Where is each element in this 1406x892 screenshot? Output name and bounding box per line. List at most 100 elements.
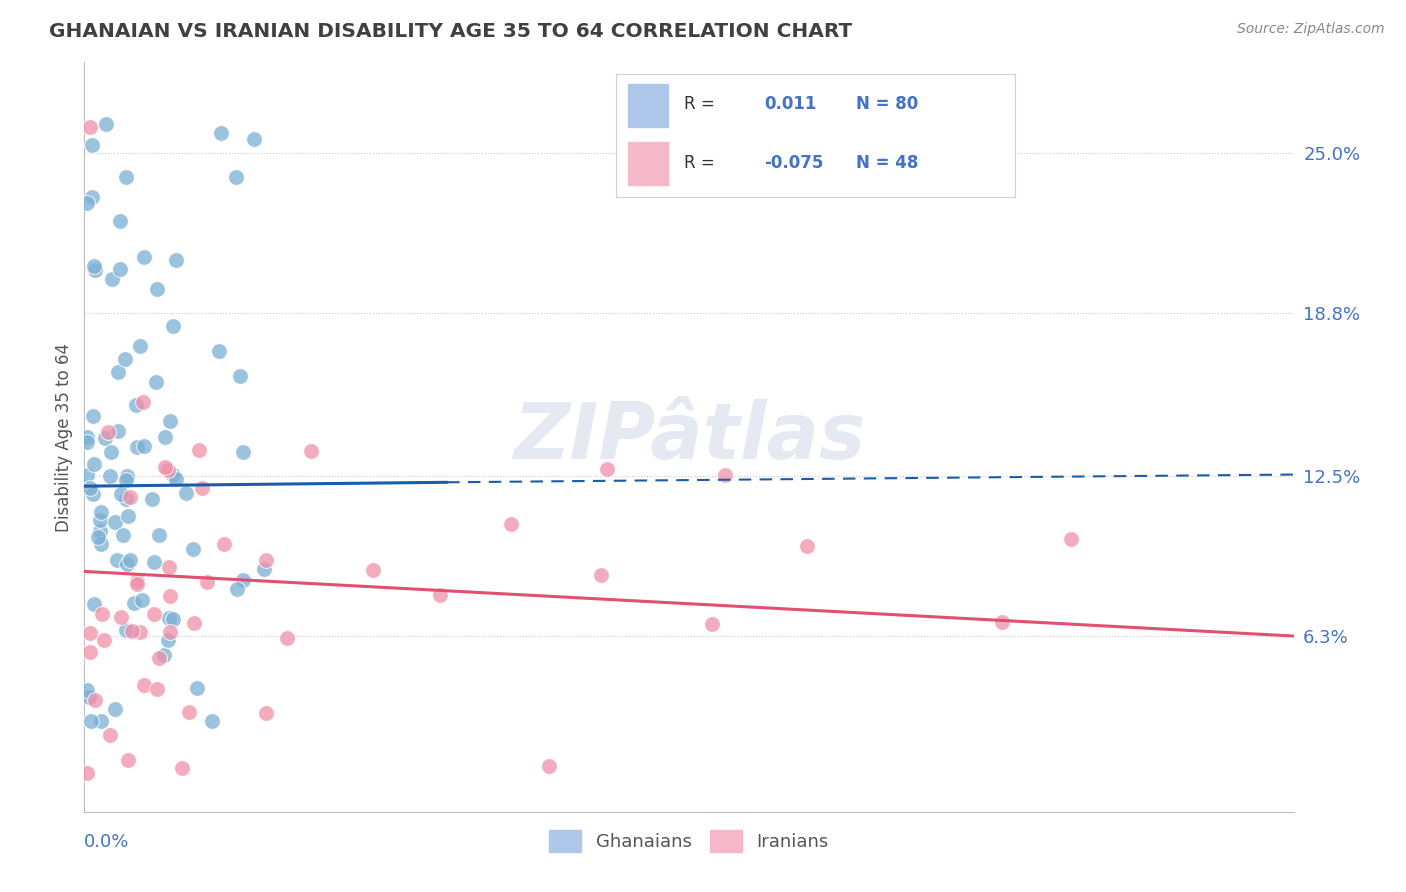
Point — [112, 527, 135, 541]
Point — [162, 467, 184, 482]
Point — [77, 690, 100, 704]
Point — [537, 759, 560, 773]
Point — [156, 462, 179, 476]
Legend: Ghanaians, Iranians: Ghanaians, Iranians — [541, 822, 837, 859]
Point — [110, 486, 132, 500]
Point — [129, 339, 152, 353]
Point — [108, 261, 131, 276]
Point — [125, 574, 148, 588]
Point — [107, 365, 129, 379]
Point — [229, 369, 252, 384]
Point — [145, 375, 167, 389]
Point — [131, 593, 153, 607]
Point — [991, 615, 1014, 630]
Point — [82, 487, 104, 501]
Point — [165, 252, 187, 267]
Point — [232, 445, 254, 459]
Point — [232, 574, 254, 588]
Point — [142, 607, 165, 621]
Point — [200, 714, 222, 729]
Point — [100, 444, 122, 458]
Point — [90, 537, 112, 551]
Point — [91, 607, 114, 621]
Point — [700, 617, 723, 632]
Point — [152, 648, 174, 662]
Point — [162, 612, 184, 626]
Point — [110, 610, 132, 624]
Point — [94, 431, 117, 445]
Point — [79, 120, 101, 134]
Point — [115, 557, 138, 571]
Point — [148, 528, 170, 542]
Point — [117, 752, 139, 766]
Point — [183, 615, 205, 630]
Point — [114, 351, 136, 366]
Point — [115, 623, 138, 637]
Point — [104, 515, 127, 529]
Point — [134, 439, 156, 453]
Point — [107, 425, 129, 439]
Point — [76, 682, 98, 697]
Point — [93, 632, 115, 647]
Point — [153, 459, 176, 474]
Point — [714, 467, 737, 482]
Point — [82, 409, 104, 423]
Point — [101, 271, 124, 285]
Point — [80, 190, 103, 204]
Point — [80, 714, 103, 729]
Point — [114, 169, 136, 184]
Point — [148, 651, 170, 665]
Text: 0.0%: 0.0% — [84, 833, 129, 851]
Point — [76, 435, 98, 450]
Point — [796, 539, 818, 553]
Point — [159, 414, 181, 428]
Point — [110, 213, 132, 227]
Point — [212, 537, 235, 551]
Point — [225, 170, 247, 185]
Point — [170, 761, 193, 775]
Point — [197, 575, 219, 590]
Point — [122, 596, 145, 610]
Point — [114, 473, 136, 487]
Point — [253, 562, 276, 576]
Point — [90, 505, 112, 519]
Point — [162, 319, 184, 334]
Point — [146, 282, 169, 296]
Point — [254, 552, 277, 566]
Point — [176, 485, 198, 500]
Point — [94, 117, 117, 131]
Point — [90, 714, 112, 729]
Point — [118, 553, 141, 567]
Point — [209, 126, 232, 140]
Point — [121, 624, 143, 638]
Y-axis label: Disability Age 35 to 64: Disability Age 35 to 64 — [55, 343, 73, 532]
Point — [596, 462, 619, 476]
Point — [141, 492, 163, 507]
Point — [190, 481, 212, 495]
Point — [165, 472, 187, 486]
Point — [208, 344, 231, 359]
Point — [83, 597, 105, 611]
Point — [429, 588, 451, 602]
Point — [80, 138, 103, 153]
Point — [98, 728, 121, 742]
Point — [299, 444, 322, 458]
Point — [226, 582, 249, 596]
Point — [98, 469, 121, 483]
Point — [79, 626, 101, 640]
Point — [157, 560, 180, 574]
Point — [134, 678, 156, 692]
Point — [76, 766, 98, 780]
Text: GHANAIAN VS IRANIAN DISABILITY AGE 35 TO 64 CORRELATION CHART: GHANAIAN VS IRANIAN DISABILITY AGE 35 TO… — [49, 22, 852, 41]
Point — [276, 632, 298, 646]
Point — [117, 468, 139, 483]
Text: ZIPâtlas: ZIPâtlas — [513, 399, 865, 475]
Point — [361, 563, 384, 577]
Point — [143, 555, 166, 569]
Point — [104, 702, 127, 716]
Text: Source: ZipAtlas.com: Source: ZipAtlas.com — [1237, 22, 1385, 37]
Point — [105, 553, 128, 567]
Point — [187, 442, 209, 457]
Point — [89, 524, 111, 539]
Point — [125, 576, 148, 591]
